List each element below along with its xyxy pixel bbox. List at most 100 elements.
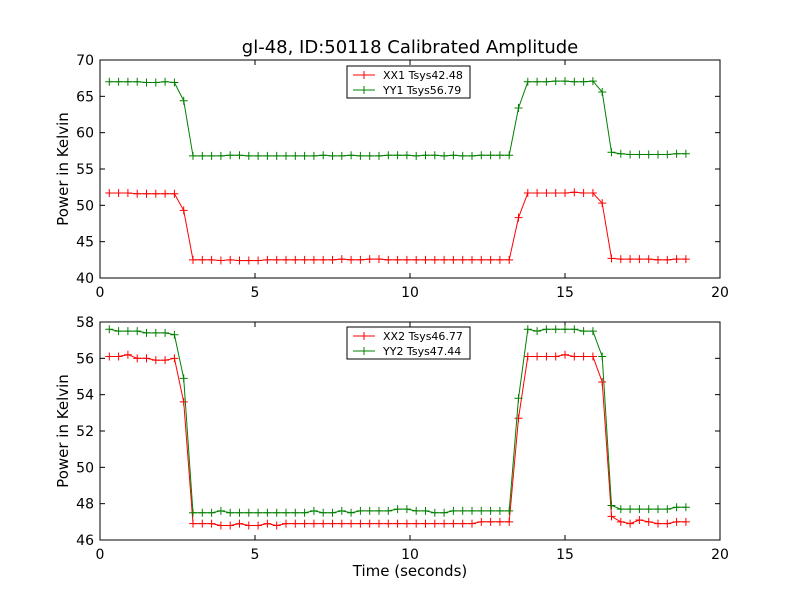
data-point xyxy=(635,505,644,514)
data-point xyxy=(365,506,374,515)
data-point xyxy=(672,517,681,526)
data-point xyxy=(254,151,263,160)
data-point xyxy=(421,255,430,264)
y-tick-label: 70 xyxy=(76,53,94,69)
series-1 xyxy=(105,350,690,530)
data-point xyxy=(523,325,532,334)
legend-box xyxy=(346,65,471,99)
data-point xyxy=(384,151,393,160)
data-point xyxy=(189,508,197,517)
x-tick-label: 20 xyxy=(711,547,729,563)
data-point xyxy=(161,328,170,337)
data-point xyxy=(486,517,495,526)
data-point xyxy=(235,519,244,528)
data-point xyxy=(142,189,151,198)
data-point xyxy=(626,255,635,264)
data-point xyxy=(375,255,383,264)
data-point xyxy=(365,255,374,264)
data-point xyxy=(402,505,411,514)
data-point xyxy=(440,508,449,517)
data-point xyxy=(300,519,309,528)
data-point xyxy=(551,352,560,361)
data-point xyxy=(644,255,653,264)
data-point xyxy=(114,77,123,86)
y-tick-label: 58 xyxy=(76,315,94,331)
data-point xyxy=(216,506,225,515)
data-point xyxy=(468,506,476,515)
data-point xyxy=(356,255,365,264)
data-point xyxy=(654,150,662,159)
data-point xyxy=(616,149,625,158)
data-point xyxy=(551,188,560,197)
data-point xyxy=(244,151,253,160)
data-point xyxy=(635,150,644,159)
data-point xyxy=(133,77,142,86)
data-point xyxy=(654,255,662,264)
data-point xyxy=(486,151,495,160)
data-point xyxy=(635,516,644,525)
data-point xyxy=(161,356,170,365)
data-point xyxy=(235,151,244,160)
y-tick-label: 60 xyxy=(76,126,94,142)
data-point xyxy=(514,103,523,112)
data-point xyxy=(542,325,551,334)
data-point xyxy=(151,189,160,198)
data-point xyxy=(533,77,542,86)
data-point xyxy=(133,189,142,198)
data-point xyxy=(170,354,179,363)
data-point xyxy=(319,255,328,264)
data-point xyxy=(412,151,421,160)
data-point xyxy=(375,519,383,528)
data-point xyxy=(663,519,672,528)
data-point xyxy=(133,327,142,336)
data-point xyxy=(142,328,151,337)
data-point xyxy=(226,521,235,530)
data-point xyxy=(607,254,616,263)
data-point xyxy=(412,506,421,515)
data-point xyxy=(337,506,346,515)
data-point xyxy=(226,255,235,264)
data-point xyxy=(514,213,523,222)
data-point xyxy=(588,77,597,86)
data-point xyxy=(337,151,346,160)
plot-panel-2: 0 5 10 15 20 46 48 50 52 54 56 58 Power in Kelvin XX2… xyxy=(54,315,729,563)
data-point xyxy=(207,519,216,528)
data-point xyxy=(477,255,486,264)
data-point xyxy=(440,151,449,160)
data-point xyxy=(561,325,569,334)
data-point xyxy=(272,508,281,517)
data-point xyxy=(123,327,132,336)
data-point xyxy=(393,519,402,528)
data-point xyxy=(170,78,179,87)
legend-label: YY1 Tsys56.79 xyxy=(382,84,461,97)
data-point xyxy=(402,255,411,264)
data-point xyxy=(189,255,197,264)
data-point xyxy=(505,151,514,160)
data-point xyxy=(551,77,560,86)
data-point xyxy=(579,352,588,361)
series-line xyxy=(109,354,686,527)
data-point xyxy=(570,352,579,361)
legend-label: XX2 Tsys46.77 xyxy=(383,330,463,343)
data-point xyxy=(337,519,346,528)
data-point xyxy=(123,188,132,197)
data-point xyxy=(654,505,662,514)
data-point xyxy=(161,77,170,86)
data-point xyxy=(449,506,458,515)
data-point xyxy=(542,77,551,86)
data-point xyxy=(356,151,365,160)
data-point xyxy=(495,506,504,515)
data-point xyxy=(179,397,188,406)
data-point xyxy=(272,151,281,160)
data-point xyxy=(151,78,160,87)
data-point xyxy=(412,519,421,528)
x-tick-label: 20 xyxy=(711,285,729,301)
data-point xyxy=(328,508,337,517)
data-point xyxy=(477,506,486,515)
data-point xyxy=(449,255,458,264)
y-axis-label: Power in Kelvin xyxy=(54,374,72,488)
data-point xyxy=(663,150,672,159)
data-point xyxy=(319,151,328,160)
data-point xyxy=(523,188,532,197)
